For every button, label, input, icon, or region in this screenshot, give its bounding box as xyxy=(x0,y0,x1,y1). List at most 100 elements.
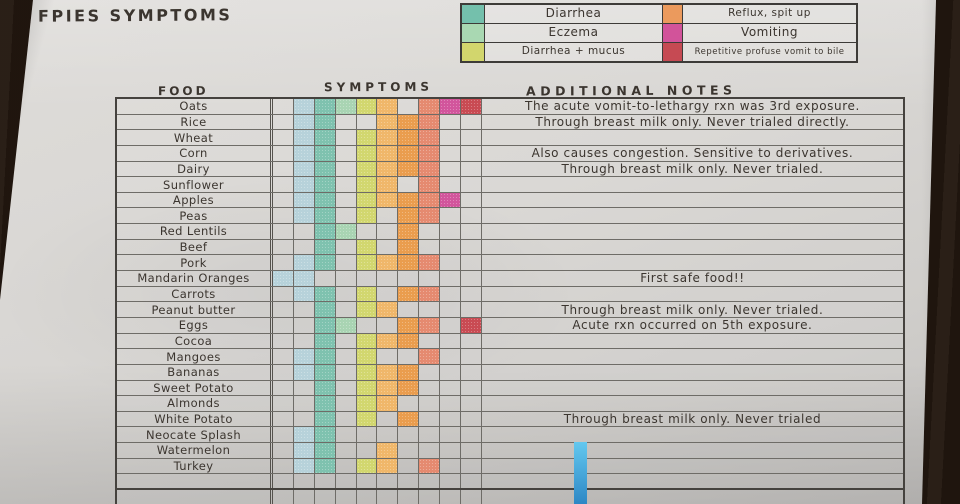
symptom-cell xyxy=(398,380,420,396)
note-text xyxy=(482,459,903,474)
symptom-cell xyxy=(294,239,315,255)
symptom-cell xyxy=(336,192,357,208)
legend-swatch xyxy=(462,5,485,24)
symptom-cell xyxy=(315,474,336,489)
symptom-cell xyxy=(293,114,315,130)
symptom-cell xyxy=(273,161,294,177)
food-label: Rice xyxy=(117,114,273,130)
column-header-food: FOOD xyxy=(157,83,209,99)
symptom-cell xyxy=(398,99,420,114)
symptom-cell xyxy=(273,333,294,349)
symptom-cell xyxy=(356,177,378,192)
symptom-cell xyxy=(461,192,482,208)
food-label: Bananas xyxy=(117,364,273,380)
table-row: Carrots xyxy=(117,286,903,303)
food-label: Wheat xyxy=(117,130,273,145)
symptom-cell xyxy=(336,411,357,427)
symptom-cell xyxy=(336,145,357,161)
symptom-cell xyxy=(398,364,420,380)
table-row xyxy=(117,490,903,504)
symptom-cell xyxy=(294,224,315,239)
symptom-cell xyxy=(419,490,441,504)
symptom-cell xyxy=(273,364,294,380)
symptom-cell xyxy=(377,396,399,411)
symptom-cell xyxy=(314,145,336,161)
symptom-cell xyxy=(419,99,441,114)
food-label: Beef xyxy=(117,239,273,255)
symptom-cell xyxy=(356,458,378,474)
symptom-cell xyxy=(377,114,399,130)
symptom-cell xyxy=(336,208,357,224)
symptom-cell xyxy=(419,145,441,161)
symptom-cell xyxy=(377,177,399,192)
symptom-cell xyxy=(461,239,482,255)
table-row: Peanut butter Through breast milk only. N… xyxy=(117,302,903,318)
note-text xyxy=(482,396,903,411)
symptom-cell xyxy=(377,490,399,504)
symptom-cell xyxy=(440,177,462,192)
legend-swatch xyxy=(663,5,683,24)
symptom-cell xyxy=(273,317,294,333)
symptom-cell xyxy=(315,271,336,286)
food-label: Apples xyxy=(117,192,273,208)
symptom-cell xyxy=(273,271,294,286)
symptom-cell xyxy=(461,302,482,317)
symptom-cell xyxy=(419,255,441,271)
legend-label: Vomiting xyxy=(683,24,856,43)
symptom-cell xyxy=(357,427,378,443)
symptom-cell xyxy=(293,161,315,177)
symptom-cell xyxy=(273,443,294,458)
symptom-cell xyxy=(440,317,462,333)
symptom-cell xyxy=(377,271,399,286)
note-text xyxy=(482,130,903,145)
symptom-cell xyxy=(336,286,357,302)
symptom-cell xyxy=(314,458,336,474)
symptom-cell xyxy=(377,239,399,255)
symptom-cell xyxy=(419,380,441,396)
symptom-cell xyxy=(294,333,315,349)
food-label: White Potato xyxy=(117,411,273,427)
food-label: Carrots xyxy=(117,286,273,302)
symptom-cell xyxy=(377,99,399,114)
table-row xyxy=(117,474,903,491)
symptom-cell xyxy=(377,427,399,443)
symptom-cell xyxy=(273,177,294,192)
food-label: Almonds xyxy=(117,396,273,411)
note-text xyxy=(482,443,903,458)
symptom-cell xyxy=(336,239,357,255)
table-row: Cocoa xyxy=(117,333,903,350)
symptom-cell xyxy=(356,286,378,302)
table-row: Sweet Potato xyxy=(117,380,903,397)
symptom-cell xyxy=(377,286,399,302)
symptom-cell xyxy=(461,380,482,396)
blue-strip-artifact xyxy=(574,442,587,504)
food-label: Turkey xyxy=(117,458,273,474)
symptom-cell xyxy=(356,239,378,255)
symptom-cell xyxy=(398,145,420,161)
symptom-cell xyxy=(398,192,420,208)
symptom-cell xyxy=(293,130,315,145)
table-row: Peas xyxy=(117,208,903,225)
symptom-cell xyxy=(336,458,357,474)
symptom-cell xyxy=(440,443,462,458)
symptom-cell xyxy=(273,286,294,302)
symptom-cell xyxy=(377,224,399,239)
symptom-cell xyxy=(377,161,399,177)
symptom-cell xyxy=(398,286,420,302)
legend-label: Repetitive profuse vomit to bile xyxy=(694,46,845,57)
symptom-cell xyxy=(273,130,294,145)
symptom-cell xyxy=(440,474,462,489)
symptom-cell xyxy=(377,192,399,208)
symptom-cell xyxy=(314,443,336,458)
note-text xyxy=(482,240,903,255)
symptom-cell xyxy=(419,333,441,349)
symptom-cell xyxy=(440,396,462,411)
symptom-cell xyxy=(293,271,315,286)
symptom-cell xyxy=(461,271,482,286)
symptom-cell xyxy=(293,255,315,271)
table-row: Beef xyxy=(117,239,903,256)
symptom-cell xyxy=(356,396,378,411)
symptom-cell xyxy=(314,177,336,192)
symptom-cell xyxy=(293,208,315,224)
symptom-cell xyxy=(273,474,294,489)
